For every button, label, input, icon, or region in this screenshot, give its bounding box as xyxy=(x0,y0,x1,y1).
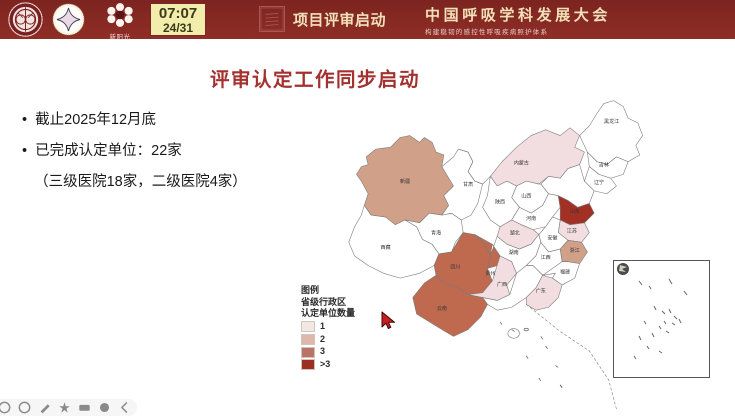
svg-text:云南: 云南 xyxy=(437,305,447,312)
svg-text:辽宁: 辽宁 xyxy=(594,179,604,186)
svg-text:吉林: 吉林 xyxy=(599,162,609,169)
svg-text:江西: 江西 xyxy=(541,254,551,261)
svg-text:贵州: 贵州 xyxy=(485,270,495,277)
svg-text:山西: 山西 xyxy=(521,193,531,200)
svg-text:黑龙江: 黑龙江 xyxy=(604,118,619,125)
svg-text:新疆: 新疆 xyxy=(400,178,410,185)
svg-text:浙江: 浙江 xyxy=(570,247,580,254)
svg-text:内蒙古: 内蒙古 xyxy=(514,160,529,167)
svg-text:湖南: 湖南 xyxy=(509,249,519,256)
svg-text:安徽: 安徽 xyxy=(547,234,557,241)
svg-text:青海: 青海 xyxy=(431,230,441,237)
svg-text:广西: 广西 xyxy=(497,281,507,288)
svg-text:陕西: 陕西 xyxy=(495,198,505,205)
svg-text:西藏: 西藏 xyxy=(381,244,391,251)
svg-text:江苏: 江苏 xyxy=(567,228,577,235)
svg-text:甘肃: 甘肃 xyxy=(463,181,473,188)
svg-text:福建: 福建 xyxy=(560,268,570,275)
svg-text:山东: 山东 xyxy=(570,208,580,215)
svg-text:四川: 四川 xyxy=(450,264,460,270)
svg-text:广东: 广东 xyxy=(536,288,546,295)
svg-text:湖北: 湖北 xyxy=(510,230,520,237)
svg-text:河南: 河南 xyxy=(526,215,536,222)
